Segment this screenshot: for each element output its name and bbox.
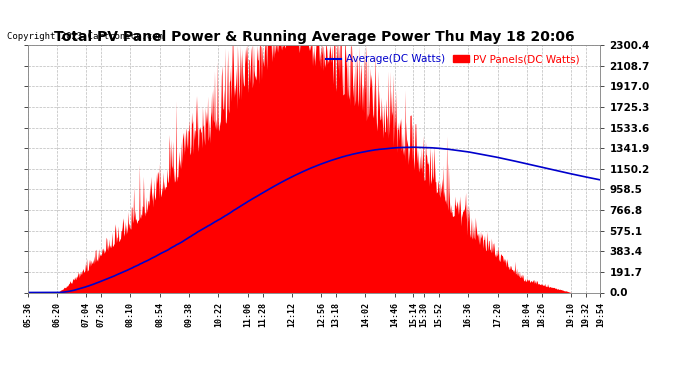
Legend: Average(DC Watts), PV Panels(DC Watts): Average(DC Watts), PV Panels(DC Watts) [322,50,584,69]
Title: Total PV Panel Power & Running Average Power Thu May 18 20:06: Total PV Panel Power & Running Average P… [54,30,574,44]
Text: Copyright 2023 Cartronics.com: Copyright 2023 Cartronics.com [7,32,163,41]
